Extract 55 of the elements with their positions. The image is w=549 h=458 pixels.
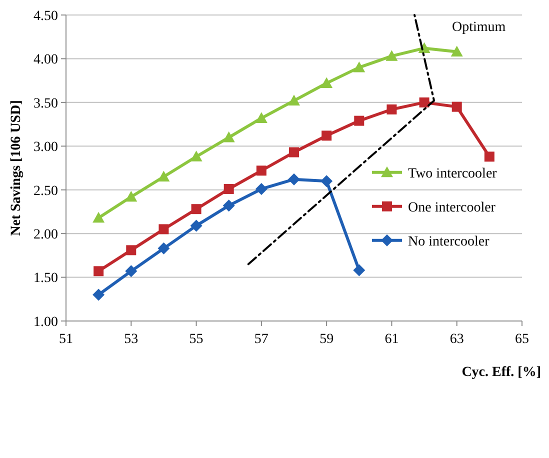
point (158, 224, 169, 234)
point (289, 147, 299, 158)
point (190, 220, 202, 232)
point (94, 266, 104, 276)
point (158, 242, 170, 254)
point (452, 102, 462, 112)
x-tick-label: 57 (254, 332, 268, 347)
y-tick-label: 1.50 (34, 271, 58, 286)
point (353, 264, 366, 276)
point (158, 170, 170, 182)
x-tick-label: 61 (384, 332, 399, 347)
y-tick-label: 4.50 (34, 8, 58, 24)
point (222, 200, 235, 212)
y-tick-label: 4.00 (34, 52, 58, 68)
point (320, 77, 333, 88)
point (386, 50, 398, 61)
annotation: Optimum (452, 20, 506, 35)
point (288, 94, 300, 106)
y-tick-label: 2.00 (34, 227, 58, 242)
y-tick-label: 1.00 (34, 314, 58, 330)
y-tick-label: 2.50 (34, 184, 58, 199)
y-axis-title: Net Savings [106 USD] (9, 100, 24, 236)
legend-label: One intercooler (408, 200, 496, 216)
legend-label: Two intercooler (408, 166, 498, 182)
x-tick-label: 65 (515, 332, 529, 347)
point (126, 245, 136, 256)
y-tick-label: 3.00 (34, 140, 58, 156)
point (386, 104, 397, 114)
point (354, 116, 364, 126)
point (255, 182, 268, 195)
x-tick-label: 59 (320, 332, 334, 347)
y-tick-label: 3.50 (34, 96, 58, 112)
x-tick-label: 63 (450, 332, 464, 347)
point (92, 212, 105, 223)
x-axis-title: Cyc. Eff. [%] (462, 365, 541, 380)
point (419, 97, 430, 108)
point (224, 184, 234, 194)
point (450, 46, 463, 57)
point (222, 131, 235, 142)
point (191, 204, 202, 214)
point (125, 265, 138, 278)
point (190, 150, 202, 162)
point (125, 190, 138, 202)
point (288, 173, 300, 186)
point (353, 61, 366, 72)
point (92, 288, 105, 301)
x-tick-label: 53 (124, 332, 138, 347)
point (255, 112, 268, 123)
x-tick-label: 55 (189, 332, 204, 347)
legend-label: No intercooler (408, 234, 490, 250)
point (322, 130, 332, 141)
x-tick-label: 51 (59, 332, 73, 347)
point (484, 152, 494, 162)
point (256, 166, 266, 176)
point (320, 175, 333, 188)
